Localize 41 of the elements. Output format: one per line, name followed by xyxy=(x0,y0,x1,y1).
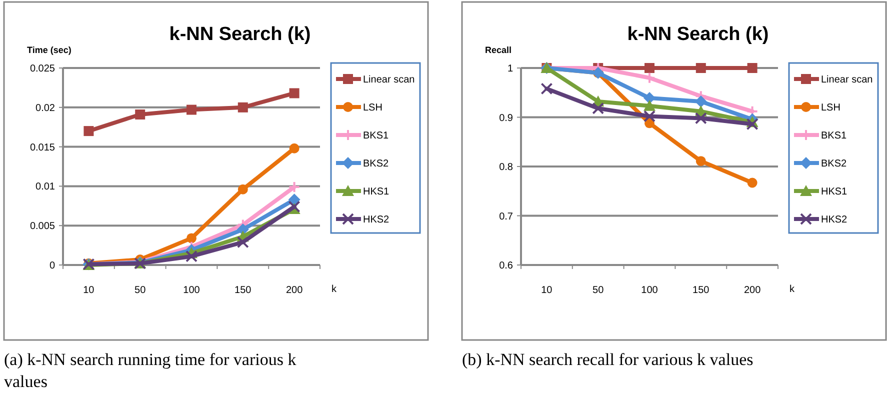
x-tick-label: 200 xyxy=(286,285,304,296)
x-tick-label: 10 xyxy=(83,285,95,296)
legend-label: BKS1 xyxy=(821,130,848,142)
y-tick-label: 1 xyxy=(507,64,514,74)
y-axis-title: Time (sec) xyxy=(27,45,72,55)
y-tick-label: 0.025 xyxy=(30,64,56,74)
x-tick-label: 100 xyxy=(183,285,200,296)
y-axis-title: Recall xyxy=(485,45,512,55)
legend-label: BKS2 xyxy=(363,158,390,170)
x-axis-title: k xyxy=(332,284,338,295)
legend-label: LSH xyxy=(363,102,382,114)
text: (b) k-NN search recall for various k values xyxy=(462,350,754,369)
x-tick-label: 10 xyxy=(541,285,553,296)
x-tick-label: 150 xyxy=(692,285,710,296)
legend-label: Linear scan xyxy=(363,74,415,86)
y-tick-label: 0 xyxy=(49,260,56,272)
legend-label: HKS1 xyxy=(821,186,848,198)
text: (a) k-NN search running time for various k values xyxy=(4,350,297,391)
chart-title: k-NN Search (k) xyxy=(169,24,311,45)
legend-label: Linear scan xyxy=(821,74,873,86)
x-tick-label: 50 xyxy=(134,285,146,296)
y-tick-label: 0.005 xyxy=(30,221,56,232)
y-tick-label: 0.02 xyxy=(36,102,56,114)
y-tick-label: 0.01 xyxy=(36,182,56,193)
y-tick-label: 0.8 xyxy=(499,162,514,173)
legend-label: LSH xyxy=(821,102,840,114)
x-tick-label: 200 xyxy=(744,285,762,296)
y-tick-label: 0.015 xyxy=(30,142,56,154)
y-tick-label: 0.7 xyxy=(499,211,514,222)
legend-label: HKS1 xyxy=(363,186,390,198)
x-tick-label: 150 xyxy=(234,285,252,296)
chart-title: k-NN Search (k) xyxy=(627,24,769,45)
legend-label: HKS2 xyxy=(821,214,848,226)
legend-label: HKS2 xyxy=(363,214,390,226)
x-tick-label: 50 xyxy=(592,285,604,296)
y-tick-label: 0.9 xyxy=(499,112,514,124)
legend-label: BKS2 xyxy=(821,158,848,170)
legend-label: BKS1 xyxy=(363,130,390,142)
y-tick-label: 0.6 xyxy=(499,260,514,272)
x-tick-label: 100 xyxy=(641,285,658,296)
x-axis-title: k xyxy=(790,284,796,295)
